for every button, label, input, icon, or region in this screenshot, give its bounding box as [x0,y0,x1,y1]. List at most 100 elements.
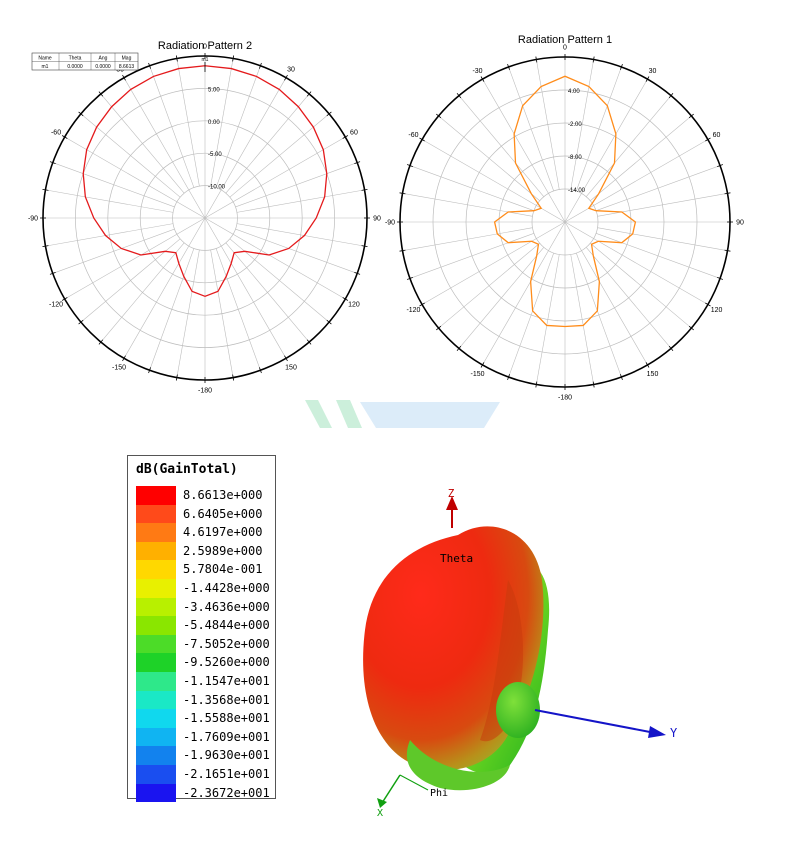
theta-label: Theta [440,552,473,565]
legend-value: -9.5260e+000 [183,655,270,670]
radial-tick-label: -10.00 [208,185,226,191]
legend-swatch [136,486,176,505]
marker-m1: m1 [202,57,209,72]
legend-swatch [136,671,176,691]
legend-value: 6.6405e+000 [183,506,263,521]
radial-tick-label: 4.00 [568,89,580,95]
angle-tick-label: -120 [49,302,63,309]
legend-value: -1.9630e+001 [183,748,270,763]
legend-row: 2.5989e+000 [136,541,276,561]
polar-grid [40,53,370,383]
legend-swatch [136,653,176,672]
marker-cell-mag: 8.6613 [119,64,135,70]
legend-rows: 8.6613e+000 6.6405e+000 4.6197e+000 2.5989e… [136,486,276,803]
legend-swatch [136,764,176,784]
legend-swatch [136,523,176,542]
legend-value: -2.1651e+001 [183,766,270,781]
legend-title: dB(GainTotal) [136,462,238,477]
angle-tick-label: -150 [470,371,484,378]
3d-radiation-pattern: Z Theta Y X Phi [363,487,678,819]
color-scale-legend: dB(GainTotal) 8.6613e+000 6.6405e+000 4.61… [127,455,276,803]
legend-swatch [136,597,176,617]
legend-swatch [136,783,176,803]
marker-header-mag: Mag [122,56,132,62]
legend-value: -1.3568e+001 [183,692,270,707]
legend-row: -2.3672e+001 [136,783,276,803]
radial-tick-label: -8.00 [568,155,582,161]
angle-tick-label: 90 [736,220,744,227]
legend-swatch [136,616,176,635]
legend-row: -1.3568e+001 [136,690,276,710]
axis-z: Z [446,487,458,528]
marker-table: Name Theta Ang Mag m1 0.0000 0.0000 8.66… [31,52,139,71]
marker-cell-theta: 0.0000 [67,64,83,70]
radial-tick-label: 5.00 [208,87,220,93]
angle-tick-label: 60 [713,132,721,139]
legend-row: -1.7609e+001 [136,727,276,747]
legend-value: 4.6197e+000 [183,525,263,540]
series-line [493,75,637,328]
radial-tick-label: -14.00 [568,188,586,194]
legend-value: -1.1547e+001 [183,673,270,688]
radial-tick-labels: 4.00 -2.00 -8.00 -14.00 [568,89,586,194]
legend-swatch [136,727,176,747]
angle-tick-label: -180 [198,388,212,395]
legend-value: 8.6613e+000 [183,488,263,502]
angle-tick-label: -90 [28,216,38,223]
radial-tick-label: -5.00 [208,152,222,158]
marker-header-name: Name [38,56,52,62]
angle-tick-label: -150 [112,364,126,371]
legend-row: -5.4844e+000 [136,616,276,635]
radiation-pattern-1: Radiation Pattern 1 0 30 60 90 120 150 -180 -15… [385,34,744,402]
marker-header-theta: Theta [69,56,82,62]
polar-plots: Radiation Pattern 2 0 30 60 90 120 150 -180 -15… [28,34,744,428]
angle-tick-label: 150 [285,364,297,371]
legend-row: 8.6613e+000 [136,486,276,505]
angle-tick-label: 60 [350,130,358,137]
marker-cell-name: m1 [42,64,49,70]
axis-x-label: X [377,808,383,819]
legend-swatch [136,709,176,728]
angle-tick-labels: 0 30 60 90 120 150 -180 -150 -120 -90 -60 -30 [385,45,744,402]
angle-tick-label: 0 [563,45,567,52]
radiation-pattern-2: Radiation Pattern 2 0 30 60 90 120 150 -180 -15… [28,40,381,395]
chart-title: Radiation Pattern 1 [518,34,612,46]
radial-tick-labels: 5.00 0.00 -5.00 -10.00 [208,87,226,190]
legend-value: -1.7609e+001 [183,729,270,744]
legend-row: -9.5260e+000 [136,653,276,672]
legend-swatch [136,504,176,524]
angle-tick-label: -90 [385,220,395,227]
legend-value: -5.4844e+000 [183,618,270,633]
radial-tick-label: -2.00 [568,122,582,128]
angle-tick-label: 30 [287,67,295,74]
legend-swatch [136,560,176,579]
legend-value: -1.4428e+000 [183,580,270,595]
angle-tick-label: -180 [558,395,572,402]
legend-swatch [136,690,176,710]
angle-tick-label: -30 [472,68,482,75]
marker-cell-ang: 0.0000 [95,64,111,70]
angle-tick-label: 150 [647,371,659,378]
legend-row: -1.1547e+001 [136,671,276,691]
angle-tick-label: -60 [408,132,418,139]
angle-tick-label: 30 [649,68,657,75]
legend-row: -1.4428e+000 [136,578,276,598]
angle-tick-label: 120 [348,302,360,309]
axis-y-label: Y [670,726,678,740]
radial-tick-label: 0.00 [208,120,220,126]
svg-text:m1: m1 [202,57,209,63]
legend-swatch [136,746,176,765]
angle-tick-label: -120 [406,307,420,314]
legend-row: -3.4636e+000 [136,597,276,617]
legend-row: -2.1651e+001 [136,764,276,784]
polar-grid [397,54,733,390]
legend-value: 2.5989e+000 [183,543,263,558]
angle-tick-label: 90 [373,216,381,223]
phi-label: Phi [430,788,448,799]
axis-y: Y [534,709,678,740]
legend-swatch [136,634,176,654]
angle-tick-label: 0 [203,44,207,51]
legend-row: -1.5588e+001 [136,709,276,728]
angle-tick-label: 120 [711,307,723,314]
